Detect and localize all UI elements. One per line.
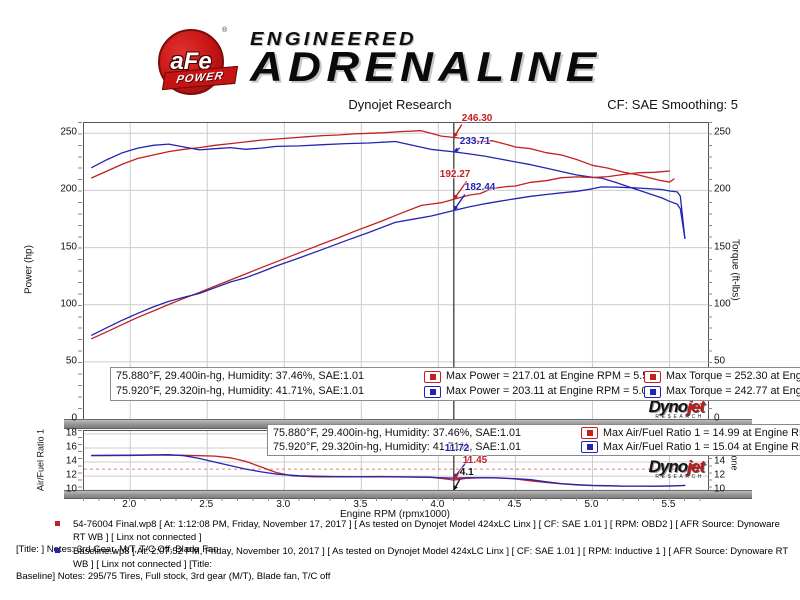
run1-description-line2: [Title: ] Notes: 3rd Gear, M/T, T/C Off,…	[16, 544, 219, 555]
run2-description-line1: Baseline.wp8 [ At: 2:07:52 PM, Friday, N…	[73, 546, 788, 570]
y-tick-label: 150	[60, 241, 77, 253]
dynojet-logo-research: RESEARCH	[655, 414, 704, 420]
run1-max-power: Max Power = 217.01 at Engine RPM = 5.50	[446, 370, 655, 382]
rpm-tick-label: 4.5	[507, 499, 522, 510]
run1-swatch-icon	[581, 427, 598, 439]
dynojet-logo-dyno: Dyno	[648, 397, 688, 416]
rpm-tick-label: 2.0	[122, 499, 137, 510]
registered-mark: ®	[222, 27, 228, 34]
y-tick-label: 0	[71, 412, 77, 424]
run1-description: 54-76004 Final.wp8 [ At: 1:12:08 PM, Fri…	[16, 519, 788, 557]
rpm-tick-label: 5.5	[661, 499, 676, 510]
brand-engineered: ENGINEERED	[250, 29, 417, 49]
rpm-tick-label: 5.0	[584, 499, 599, 510]
run1-description-line1: 54-76004 Final.wp8 [ At: 1:12:08 PM, Fri…	[73, 519, 780, 543]
dynojet-logo-jet: jet	[687, 457, 705, 476]
afr-legend: 75.880°F, 29.400in-hg, Humidity: 37.46%,…	[267, 424, 800, 456]
dynojet-logo-research: RESEARCH	[655, 474, 704, 480]
brand-adrenaline: ADRENALINE	[250, 43, 602, 90]
run2-swatch-icon	[424, 385, 441, 398]
afe-power-logo: aFe ® POWER	[150, 27, 246, 97]
afr-legend-row-run2: 75.920°F, 29.320in-hg, Humidity: 41.71%,…	[273, 440, 800, 454]
power-axis-minor-ticks	[78, 122, 82, 418]
run1-max-torque: Max Torque = 252.30 at Engine RPM = 3.89	[666, 370, 800, 382]
afr-legend-row-run1: 75.880°F, 29.400in-hg, Humidity: 37.46%,…	[273, 426, 800, 440]
power-axis-label: Power (hp)	[23, 245, 35, 295]
y-tick-label: 10	[65, 483, 77, 495]
y-tick-label: 100	[714, 298, 731, 310]
run2-swatch-icon	[581, 441, 598, 453]
y-tick-label: 250	[714, 126, 731, 138]
run2-swatch-icon	[644, 385, 661, 398]
y-tick-label: 150	[714, 241, 731, 253]
run1-swatch-icon	[644, 370, 661, 383]
brand-wordmark: ENGINEERED ADRENALINE	[250, 29, 596, 88]
afr-right-axis-label: None	[729, 449, 740, 471]
y-tick-label: 250	[60, 126, 77, 138]
y-tick-label: 12	[714, 469, 726, 481]
rpm-tick-label: 3.0	[276, 499, 291, 510]
y-tick-label: 12	[65, 469, 77, 481]
run2-conditions: 75.920°F, 29.320in-hg, Humidity: 41.71%,…	[273, 441, 522, 453]
run2-conditions: 75.920°F, 29.320in-hg, Humidity: 41.71%,…	[116, 385, 365, 397]
y-tick-label: 14	[65, 455, 77, 467]
y-tick-label: 10	[714, 483, 726, 495]
report-source-title: Dynojet Research	[348, 97, 452, 112]
run1-max-afr: Max Air/Fuel Ratio 1 = 14.99 at Engine R…	[603, 427, 800, 439]
run1-conditions: 75.880°F, 29.400in-hg, Humidity: 37.46%,…	[116, 370, 365, 382]
run2-max-torque: Max Torque = 242.77 at Engine RPM = 3.72	[666, 385, 800, 397]
run2-description-line2: Baseline] Notes: 295/75 Tires, Full stoc…	[16, 571, 331, 582]
rpm-tick-label: 2.5	[199, 499, 214, 510]
run1-swatch-icon	[424, 370, 441, 383]
smoothing-setting: CF: SAE Smoothing: 5	[607, 97, 738, 112]
torque-axis-label: Torque (ft-lbs)	[729, 239, 741, 301]
y-tick-label: 50	[65, 355, 77, 367]
dynojet-logo-dyno: Dyno	[648, 457, 688, 476]
afr-axis-label: Air/Fuel Ratio 1	[35, 428, 46, 492]
x-axis-band	[64, 490, 752, 499]
afr-axis-minor-ticks	[78, 430, 82, 490]
y-tick-label: 14	[714, 455, 726, 467]
dynojet-logo: Dynojet RESEARCH	[598, 457, 705, 480]
run2-max-power: Max Power = 203.11 at Engine RPM = 5.06	[446, 385, 654, 397]
rpm-tick-label: 4.0	[430, 499, 445, 510]
dyno-legend: 75.880°F, 29.400in-hg, Humidity: 37.46%,…	[110, 367, 800, 401]
run2-bullet-icon	[55, 548, 60, 553]
run2-description: Baseline.wp8 [ At: 2:07:52 PM, Friday, N…	[16, 546, 788, 584]
legend-row-run2: 75.920°F, 29.320in-hg, Humidity: 41.71%,…	[116, 384, 800, 399]
y-tick-label: 200	[714, 183, 731, 195]
legend-row-run1: 75.880°F, 29.400in-hg, Humidity: 37.46%,…	[116, 369, 800, 384]
rpm-axis-label: Engine RPM (rpmx1000)	[339, 509, 451, 520]
run1-bullet-icon	[55, 521, 60, 526]
rpm-tick-label: 3.5	[353, 499, 368, 510]
y-tick-label: 0	[714, 412, 720, 424]
dynojet-logo: Dynojet RESEARCH	[598, 397, 705, 420]
y-tick-label: 200	[60, 183, 77, 195]
y-tick-label: 50	[714, 355, 726, 367]
run2-max-afr: Max Air/Fuel Ratio 1 = 15.04 at Engine R…	[603, 441, 800, 453]
y-tick-label: 16	[65, 441, 77, 453]
y-tick-label: 100	[60, 298, 77, 310]
y-tick-label: 18	[65, 427, 77, 439]
run1-conditions: 75.880°F, 29.400in-hg, Humidity: 37.46%,…	[273, 427, 522, 439]
dynojet-logo-jet: jet	[687, 397, 705, 416]
